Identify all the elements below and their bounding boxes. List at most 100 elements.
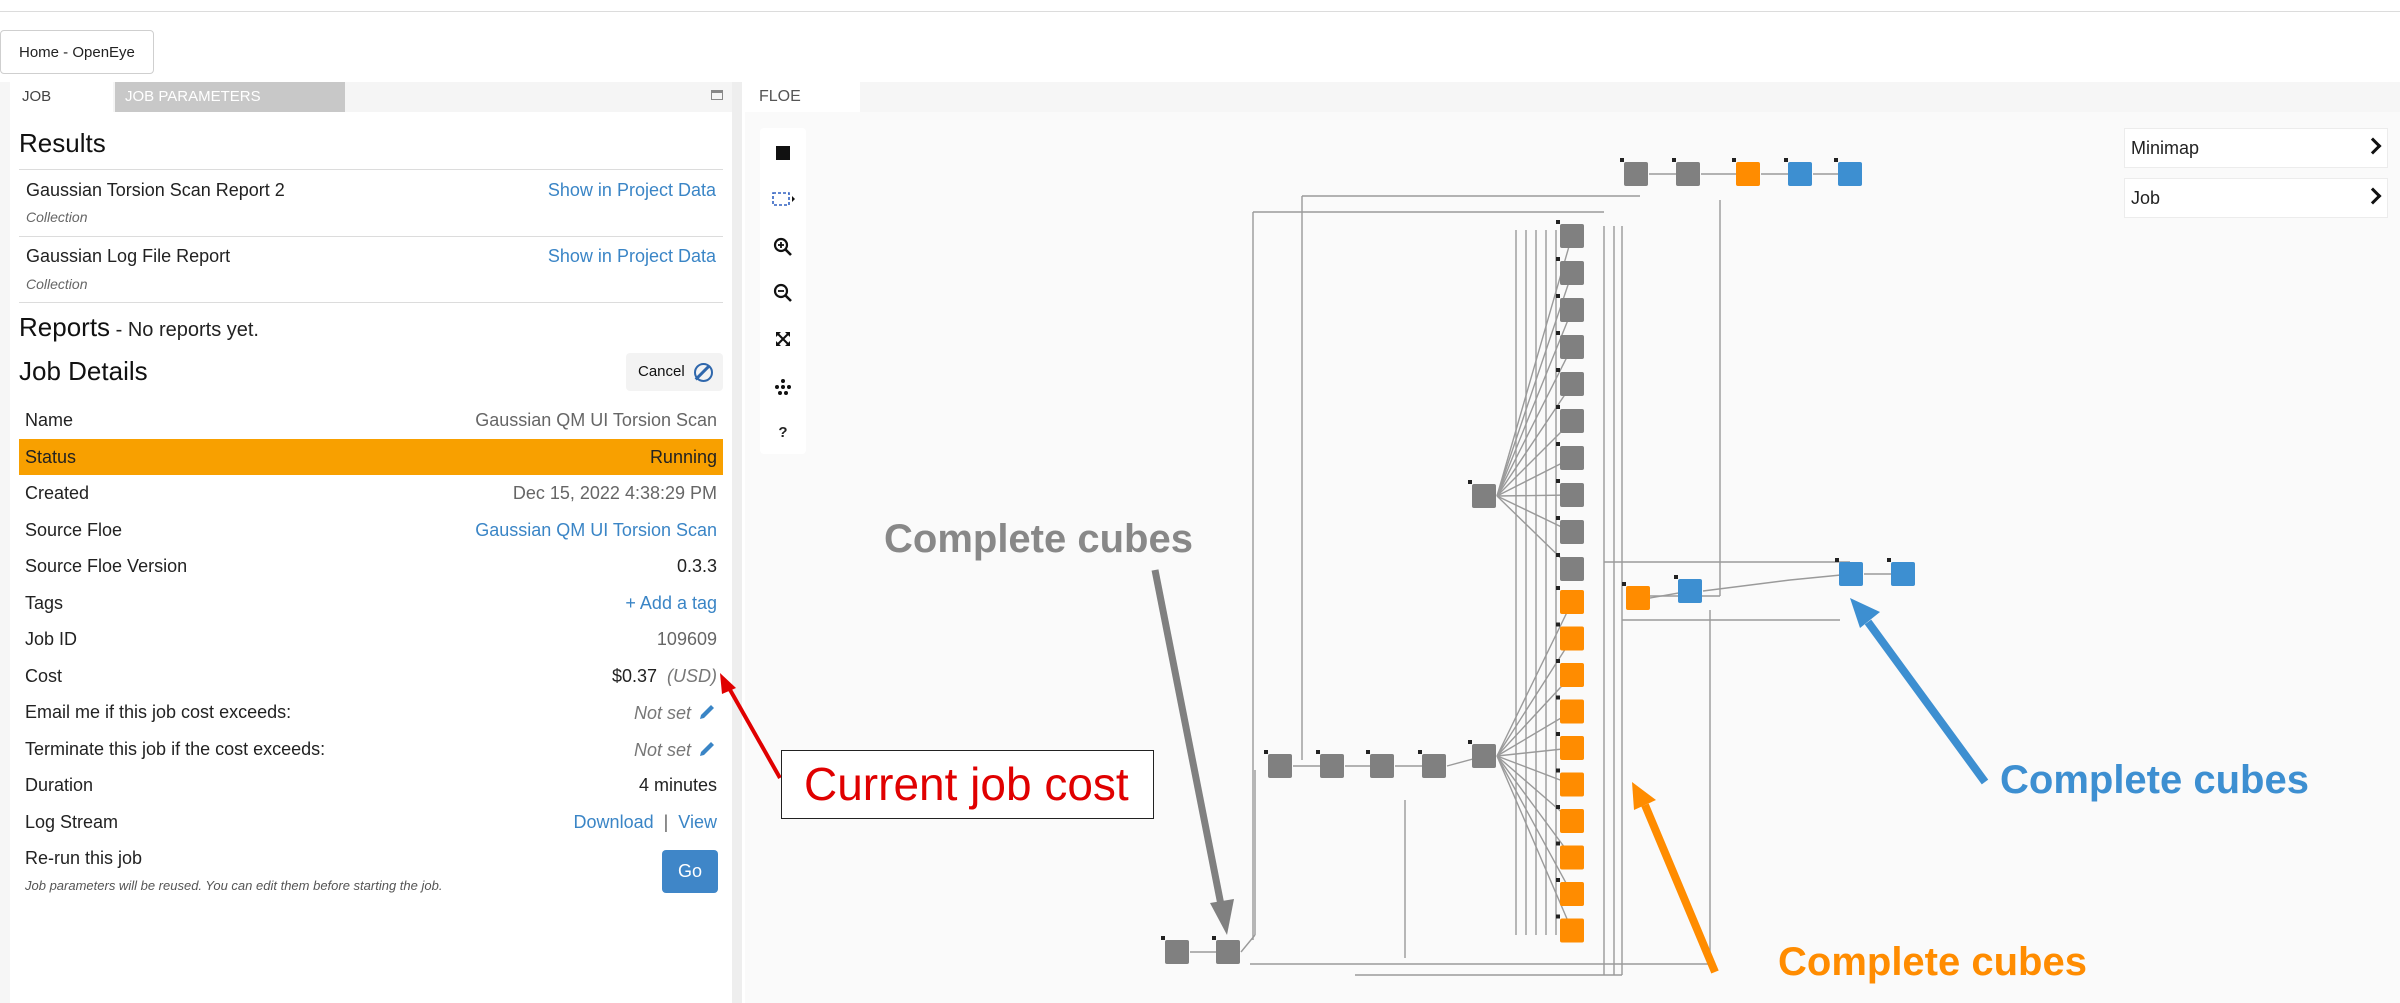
detail-row-email-threshold: Email me if this job cost exceeds: Not s… [19, 694, 723, 730]
detail-value: Dec 15, 2022 4:38:29 PM [512, 483, 717, 503]
graph-cube[interactable] [1560, 261, 1584, 285]
tab-job-parameters[interactable]: JOB PARAMETERS [115, 82, 345, 112]
cost-unit: (USD) [667, 666, 717, 686]
graph-cube[interactable] [1560, 736, 1584, 760]
graph-cube[interactable] [1560, 298, 1584, 322]
graph-cube[interactable] [1165, 940, 1189, 964]
graph-cube[interactable] [1626, 586, 1650, 610]
stop-icon[interactable] [768, 138, 798, 168]
graph-cube[interactable] [1560, 483, 1584, 507]
graph-cube[interactable] [1560, 626, 1584, 651]
graph-cube[interactable] [1268, 754, 1292, 778]
zoom-in-icon[interactable] [768, 232, 798, 262]
cube-port [1468, 480, 1472, 484]
graph-cube[interactable] [1560, 699, 1584, 724]
graph-cube[interactable] [1560, 557, 1584, 581]
blue-arrowhead [1850, 598, 1880, 628]
detail-label: Source Floe Version [25, 556, 188, 576]
graph-cube[interactable] [1560, 446, 1584, 470]
detail-label: Log Stream [25, 812, 119, 832]
layout-icon[interactable] [768, 372, 798, 402]
graph-cube[interactable] [1216, 940, 1240, 964]
graph-cube[interactable] [1560, 520, 1584, 544]
graph-cube[interactable] [1422, 754, 1446, 778]
orange-callout: Complete cubes [1778, 940, 2087, 984]
graph-cube[interactable] [1560, 772, 1584, 797]
minimap-button[interactable]: Minimap [2124, 128, 2388, 168]
go-button[interactable]: Go [662, 850, 718, 893]
log-view-link[interactable]: View [678, 812, 717, 832]
detail-value: Gaussian QM UI Torsion Scan [475, 410, 717, 430]
detail-row-source-floe: Source Floe Gaussian QM UI Torsion Scan [19, 512, 723, 548]
graph-cube[interactable] [1560, 882, 1584, 906]
zoom-out-icon[interactable] [768, 278, 798, 308]
left-panel-tabs: JOB JOB PARAMETERS [12, 82, 732, 112]
graph-cube[interactable] [1560, 809, 1584, 833]
cube-port [1556, 220, 1560, 224]
tab-job[interactable]: JOB [12, 82, 113, 112]
cube-port [1556, 732, 1560, 736]
graph-edge [1496, 755, 1573, 931]
graph-cube[interactable] [1736, 162, 1760, 186]
reports-title: Reports [19, 312, 111, 342]
detail-row-job-id: Job ID 109609 [19, 621, 723, 657]
detail-row-duration: Duration 4 minutes [19, 767, 723, 803]
graph-cube[interactable] [1560, 845, 1584, 870]
pencil-icon[interactable] [697, 739, 717, 759]
graph-cube[interactable] [1560, 590, 1584, 614]
graph-cube[interactable] [1560, 918, 1584, 943]
panel-splitter[interactable] [732, 82, 742, 1003]
graph-cube[interactable] [1560, 335, 1584, 359]
graph-edge [1496, 755, 1573, 822]
cancel-job-button[interactable]: Cancel [626, 353, 723, 391]
help-button[interactable]: ? [778, 424, 788, 441]
graph-cube[interactable] [1560, 409, 1584, 433]
maximize-icon[interactable] [711, 90, 723, 100]
add-tag-link[interactable]: + Add a tag [625, 593, 717, 613]
blue-callout: Complete cubes [2000, 758, 2309, 802]
select-box-icon[interactable] [768, 184, 798, 214]
cube-port [1620, 158, 1624, 162]
graph-cube[interactable] [1624, 162, 1648, 186]
graph-cube[interactable] [1560, 663, 1584, 687]
graph-edge [1496, 755, 1573, 858]
orange-arrow [1641, 803, 1719, 974]
detail-row-cost: Cost $0.37 (USD) [19, 658, 723, 694]
graph-edge [1496, 457, 1573, 497]
panel-gutter [0, 82, 10, 1003]
job-button[interactable]: Job [2124, 178, 2388, 218]
detail-label: Email me if this job cost exceeds: [25, 702, 292, 722]
log-download-link[interactable]: Download [573, 812, 654, 832]
red-arrow [727, 687, 782, 779]
source-floe-link[interactable]: Gaussian QM UI Torsion Scan [475, 520, 717, 540]
graph-cube[interactable] [1678, 579, 1702, 603]
show-in-project-data-link[interactable]: Show in Project Data [547, 180, 716, 200]
job-label: Job [2131, 188, 2161, 208]
cube-port [1556, 257, 1560, 261]
detail-label: Job ID [25, 629, 78, 649]
detail-label: Name [25, 410, 74, 430]
graph-edge [1496, 638, 1573, 757]
graph-cube[interactable] [1839, 562, 1863, 586]
graph-cube[interactable] [1472, 484, 1496, 508]
graph-cube[interactable] [1788, 162, 1812, 186]
graph-edge [1496, 601, 1573, 757]
show-in-project-data-link[interactable]: Show in Project Data [547, 246, 716, 266]
graph-cube[interactable] [1370, 754, 1394, 778]
job-details-heading: Job Details [19, 356, 148, 386]
rerun-label: Re-run this job [25, 848, 143, 868]
graph-cube[interactable] [1320, 754, 1344, 778]
detail-row-tags: Tags + Add a tag [19, 585, 723, 621]
graph-cube[interactable] [1838, 162, 1862, 186]
graph-cube[interactable] [1676, 162, 1700, 186]
fit-to-screen-icon[interactable] [768, 324, 798, 354]
home-tab[interactable]: Home - OpenEye [0, 30, 154, 74]
tab-floe[interactable]: FLOE [745, 82, 860, 112]
detail-value: Not set [634, 739, 717, 761]
graph-cube[interactable] [1560, 372, 1584, 396]
email-threshold-value: Not set [633, 703, 691, 723]
graph-cube[interactable] [1891, 562, 1915, 586]
graph-cube[interactable] [1560, 224, 1584, 248]
pencil-icon[interactable] [697, 702, 717, 722]
graph-cube[interactable] [1472, 744, 1496, 768]
